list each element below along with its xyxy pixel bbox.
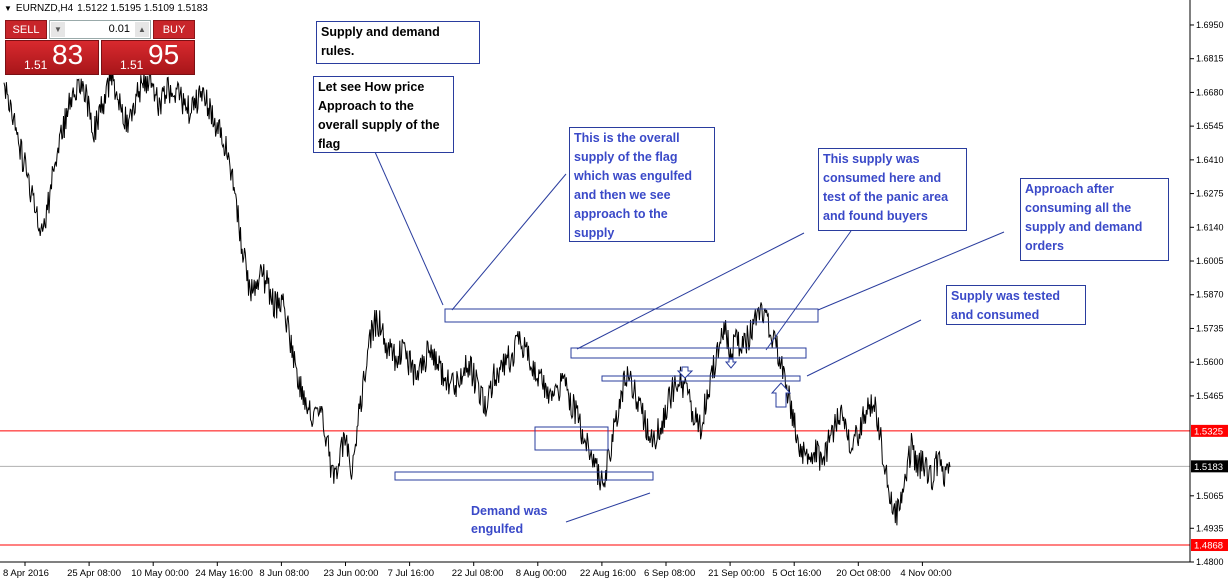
collapse-triangle-icon[interactable]: ▼ xyxy=(4,4,12,13)
bid-price-prefix: 1.51 xyxy=(24,58,48,72)
y-tick-label: 1.6410 xyxy=(1196,155,1224,165)
up-arrow-icon xyxy=(770,382,792,408)
x-tick-label: 8 Aug 00:00 xyxy=(516,568,567,579)
price-label-bg xyxy=(1191,460,1228,473)
symbol-name: EURNZD,H4 xyxy=(15,3,74,14)
x-tick-label: 8 Apr 2016 xyxy=(3,568,49,579)
symbol-quotes: 1.5122 1.5195 1.5109 1.5183 xyxy=(77,3,208,14)
annotation-overall-supply[interactable]: This is the overall supply of the flag w… xyxy=(569,127,715,242)
x-tick-label: 6 Sep 08:00 xyxy=(644,568,695,579)
down-arrow-icon-small xyxy=(724,358,738,369)
y-tick-label: 1.6815 xyxy=(1196,54,1224,64)
pointer-overall-supply-2 xyxy=(576,232,805,350)
buy-button[interactable]: BUY xyxy=(153,20,195,39)
y-tick-label: 1.5735 xyxy=(1196,323,1224,333)
y-tick-label: 1.5465 xyxy=(1196,391,1224,401)
x-tick-label: 7 Jul 16:00 xyxy=(388,568,434,579)
annotation-consumed[interactable]: This supply was consumed here and test o… xyxy=(818,148,967,231)
x-tick-label: 23 Jun 00:00 xyxy=(324,568,379,579)
lot-increase-icon[interactable]: ▲ xyxy=(135,22,149,37)
pointer-overall-supply xyxy=(451,173,567,311)
x-tick-label: 22 Jul 08:00 xyxy=(452,568,504,579)
bid-price-pips: 83 xyxy=(52,39,84,70)
x-tick-label: 25 Apr 08:00 xyxy=(67,568,121,579)
y-tick-label: 1.6275 xyxy=(1196,189,1224,199)
lot-decrease-icon[interactable]: ▼ xyxy=(51,22,65,37)
x-tick-label: 4 Nov 00:00 xyxy=(900,568,951,579)
sell-button[interactable]: SELL xyxy=(5,20,47,39)
y-tick-label: 1.6950 xyxy=(1196,20,1224,30)
price-label: 1.5183 xyxy=(1194,462,1223,473)
y-tick-label: 1.4800 xyxy=(1196,557,1224,567)
y-tick-label: 1.5870 xyxy=(1196,290,1224,300)
price-label-bg xyxy=(1191,424,1228,437)
lot-size-value[interactable]: 0.01 xyxy=(108,23,130,35)
pointer-approach xyxy=(374,151,444,306)
ask-price-pips: 95 xyxy=(148,39,180,70)
x-tick-label: 8 Jun 08:00 xyxy=(259,568,309,579)
price-label-bg xyxy=(1191,539,1228,552)
pointer-consumed xyxy=(765,230,852,351)
x-tick-label: 5 Oct 16:00 xyxy=(772,568,821,579)
y-tick-label: 1.6680 xyxy=(1196,87,1224,97)
demand-zone xyxy=(394,471,654,481)
supply-zone-top xyxy=(444,308,819,323)
x-tick-label: 22 Aug 16:00 xyxy=(580,568,636,579)
y-tick-label: 1.6545 xyxy=(1196,121,1224,131)
pointer-tested xyxy=(806,319,922,377)
down-arrow-icon xyxy=(676,366,694,379)
bid-price-button[interactable]: 1.51 83 xyxy=(5,39,99,75)
lot-size-field[interactable]: ▼ 0.01 ▲ xyxy=(49,20,151,39)
ask-price-prefix: 1.51 xyxy=(120,58,144,72)
y-tick-label: 1.4935 xyxy=(1196,523,1224,533)
price-label: 1.4868 xyxy=(1194,541,1223,552)
symbol-header: ▼ EURNZD,H4 1.5122 1.5195 1.5109 1.5183 xyxy=(4,3,208,14)
annotation-rules[interactable]: Supply and demand rules. xyxy=(316,21,480,64)
y-tick-label: 1.6005 xyxy=(1196,256,1224,266)
annotation-demand[interactable]: Demand was engulfed xyxy=(471,504,548,536)
y-tick-label: 1.5065 xyxy=(1196,491,1224,501)
price-series-line xyxy=(3,69,951,526)
x-tick-label: 10 May 00:00 xyxy=(131,568,189,579)
annotation-after[interactable]: Approach after consuming all the supply … xyxy=(1020,178,1169,261)
supply-zone-mid xyxy=(570,347,807,359)
x-tick-label: 21 Sep 00:00 xyxy=(708,568,765,579)
x-tick-label: 24 May 16:00 xyxy=(195,568,253,579)
pointer-after xyxy=(817,231,1005,311)
one-click-trading-panel: SELL ▼ 0.01 ▲ BUY 1.51 83 1.51 95 xyxy=(5,20,195,76)
annotation-tested[interactable]: Supply was tested and consumed xyxy=(946,285,1086,325)
annotation-approach[interactable]: Let see How price Approach to the overal… xyxy=(313,76,454,153)
y-tick-label: 1.6140 xyxy=(1196,222,1224,232)
pointer-demand xyxy=(565,492,651,523)
price-label: 1.5325 xyxy=(1194,426,1223,437)
x-tick-label: 20 Oct 08:00 xyxy=(836,568,890,579)
gap-zone xyxy=(534,426,609,451)
y-tick-label: 1.5600 xyxy=(1196,357,1224,367)
supply-zone-low xyxy=(601,375,801,382)
ask-price-button[interactable]: 1.51 95 xyxy=(101,39,195,75)
